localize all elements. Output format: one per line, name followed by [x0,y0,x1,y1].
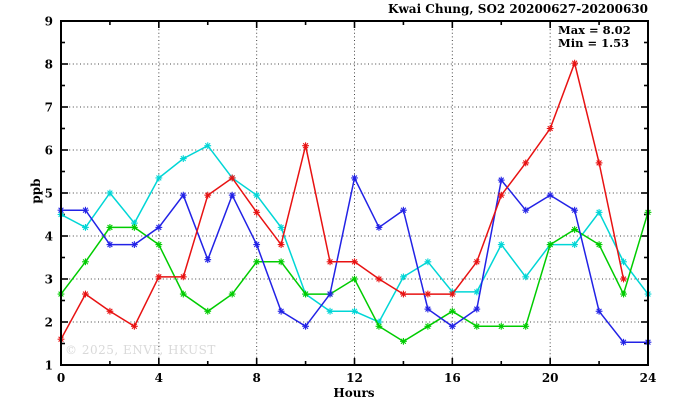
series-blue [57,174,652,346]
svg-text:24: 24 [640,371,657,385]
y-axis-label: ppb [29,178,43,204]
svg-text:12: 12 [346,371,363,385]
svg-text:0: 0 [57,371,65,385]
x-tick-labels: 0 4 8 12 16 20 24 [57,371,657,385]
max-min-annotation: Max = 8.02 Min = 1.53 [558,24,631,50]
series-green [57,208,652,345]
series-green-markers [57,208,652,345]
svg-text:9: 9 [45,15,53,29]
min-annotation: Min = 1.53 [558,36,630,50]
x-axis-label: Hours [333,386,375,400]
svg-text:5: 5 [45,187,53,201]
svg-text:16: 16 [444,371,461,385]
series-red [57,59,627,343]
max-annotation: Max = 8.02 [558,23,631,37]
svg-text:2: 2 [45,316,53,330]
svg-text:8: 8 [45,58,53,72]
svg-text:8: 8 [252,371,260,385]
chart-title: Kwai Chung, SO2 20200627-20200630 [388,2,648,16]
svg-text:20: 20 [542,371,559,385]
plot-border [60,20,649,366]
svg-text:1: 1 [45,359,53,373]
svg-text:7: 7 [45,101,53,115]
watermark: © 2025, ENVF, HKUST [65,343,216,357]
series-blue-markers [57,174,652,346]
svg-text:4: 4 [45,230,53,244]
svg-text:4: 4 [155,371,163,385]
svg-text:3: 3 [45,273,53,287]
series-red-markers [57,59,627,343]
y-tick-labels: 1 2 3 4 5 6 7 8 9 [45,15,53,373]
svg-text:6: 6 [45,144,53,158]
